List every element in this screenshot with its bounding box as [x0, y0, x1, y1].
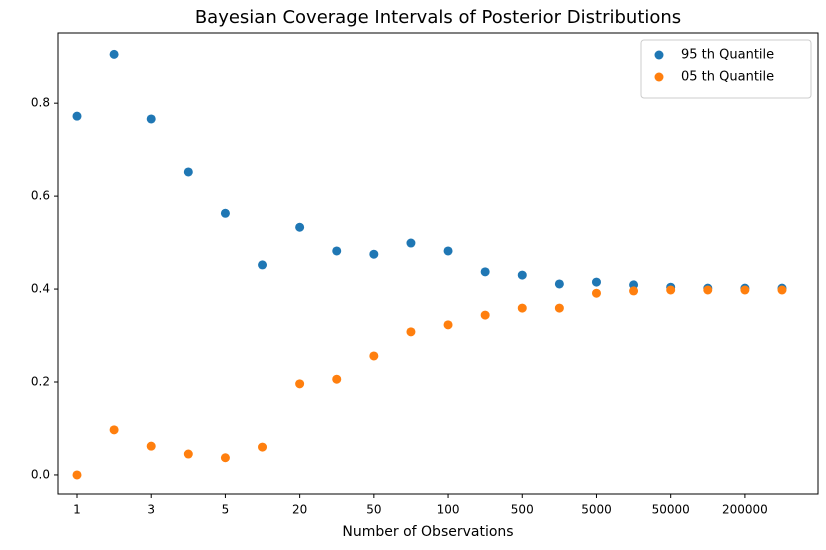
x-tick-label: 100 — [437, 503, 460, 517]
point — [332, 374, 342, 384]
point — [629, 286, 639, 296]
y-tick-label: 0.4 — [31, 282, 50, 296]
y-tick-label: 0.8 — [31, 96, 50, 110]
point — [295, 222, 305, 232]
point — [591, 277, 601, 287]
y-tick-label: 0.2 — [31, 375, 50, 389]
point — [220, 453, 230, 463]
point — [146, 114, 156, 124]
point — [443, 320, 453, 330]
point — [109, 425, 119, 435]
plot-frame — [57, 32, 819, 495]
point — [183, 449, 193, 459]
point — [703, 285, 713, 295]
y-tick-label: 0.6 — [31, 189, 50, 203]
point — [406, 238, 416, 248]
y-tick-label: 0.0 — [31, 467, 50, 481]
point — [258, 260, 268, 270]
point — [72, 470, 82, 480]
point — [443, 246, 453, 256]
point — [480, 267, 490, 277]
legend-label: 05 th Quantile — [681, 70, 774, 85]
point — [72, 111, 82, 121]
point — [258, 442, 268, 452]
legend-label: 95 th Quantile — [681, 48, 774, 63]
x-tick-label: 500 — [511, 503, 534, 517]
point — [109, 49, 119, 59]
point — [220, 208, 230, 218]
point — [295, 379, 305, 389]
x-tick-label: 5 — [222, 503, 230, 517]
x-tick-label: 50 — [366, 503, 381, 517]
point — [740, 285, 750, 295]
point — [777, 285, 787, 295]
point — [591, 288, 601, 298]
point — [517, 303, 527, 313]
point — [332, 246, 342, 256]
point — [146, 441, 156, 451]
point — [480, 310, 490, 320]
point — [406, 327, 416, 337]
legend-box — [640, 39, 812, 99]
point — [554, 303, 564, 313]
x-tick-label: 20 — [292, 503, 307, 517]
x-axis-label: Number of Observations — [342, 524, 513, 540]
x-tick-label: 200000 — [722, 503, 768, 517]
x-tick-label: 50000 — [652, 503, 690, 517]
point — [554, 279, 564, 289]
legend-marker — [654, 50, 664, 60]
point — [183, 167, 193, 177]
point — [666, 285, 676, 295]
x-tick-label: 5000 — [581, 503, 612, 517]
x-tick-label: 1 — [73, 503, 81, 517]
legend-marker — [654, 72, 664, 82]
chart-title: Bayesian Coverage Intervals of Posterior… — [195, 7, 681, 28]
x-tick-label: 3 — [147, 503, 155, 517]
point — [517, 270, 527, 280]
point — [369, 351, 379, 361]
point — [369, 249, 379, 259]
